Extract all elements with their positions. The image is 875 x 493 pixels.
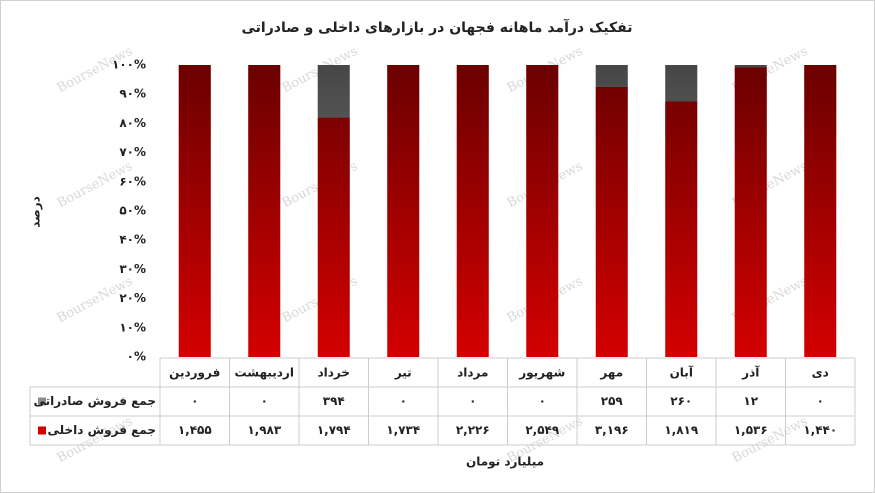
table-value: ۲,۵۴۹ — [525, 423, 560, 437]
bar-segment — [734, 65, 767, 68]
bar-segment — [387, 65, 420, 357]
y-tick-label: ۴۰% — [119, 233, 146, 247]
y-tick-label: ۵۰% — [119, 204, 146, 218]
x-tick-label: تیر — [394, 366, 412, 380]
table-value: ۱,۴۵۵ — [178, 423, 212, 437]
x-tick-label: مهر — [599, 366, 623, 380]
bar-segment — [248, 65, 281, 357]
table-value: ۰ — [400, 394, 407, 408]
x-tick-label: فروردین — [169, 366, 220, 381]
y-tick-label: ۳۰% — [119, 262, 146, 276]
table-value: ۱۲ — [743, 394, 758, 408]
table-value: ۱,۹۸۳ — [247, 423, 282, 437]
x-tick-label: مرداد — [457, 366, 488, 380]
bar-segment — [456, 65, 489, 357]
table-value: ۱,۴۴۰ — [803, 423, 837, 437]
table-value: ۲۵۹ — [601, 394, 624, 408]
x-tick-label: دی — [812, 366, 829, 380]
table-value: ۳۹۴ — [323, 394, 345, 408]
y-tick-label: ۸۰% — [119, 116, 146, 130]
bar-segment — [595, 65, 628, 87]
y-tick-label: ۱۰% — [119, 320, 146, 334]
bar-segment — [317, 65, 350, 118]
legend-label: جمع فروش داخلی — [47, 423, 156, 438]
x-tick-label: آبان — [670, 365, 694, 380]
table-value: ۱,۸۱۹ — [664, 423, 699, 437]
x-tick-label: شهریور — [518, 366, 565, 381]
y-tick-label: ۲۰% — [119, 291, 146, 305]
table-value: ۳,۱۹۶ — [595, 423, 629, 437]
y-tick-label: ۱۰۰% — [112, 58, 146, 72]
table-value: ۲,۲۲۶ — [456, 423, 490, 437]
table-value: ۲۶۰ — [670, 394, 692, 408]
bar-segment — [317, 117, 350, 357]
bar-segment — [178, 65, 211, 357]
x-tick-label: اردیبهشت — [235, 366, 294, 380]
bar-segment — [734, 67, 767, 358]
table-value: ۰ — [539, 394, 546, 408]
x-tick-label: خرداد — [317, 366, 350, 380]
bar-segment — [665, 101, 698, 358]
y-tick-label: ۶۰% — [119, 174, 146, 188]
table-value: ۱,۷۳۴ — [386, 423, 420, 437]
y-tick-label: ۰% — [127, 350, 146, 364]
table-value: ۰ — [817, 394, 824, 408]
x-tick-label: آذر — [741, 365, 760, 380]
table-value: ۱,۵۳۶ — [734, 423, 768, 437]
bar-segment — [665, 65, 698, 102]
y-axis-label: درصد — [29, 196, 43, 228]
legend-swatch — [38, 426, 46, 435]
y-tick-label: ۹۰% — [119, 87, 146, 101]
table-value: ۰ — [191, 394, 198, 408]
bar-segment — [526, 65, 559, 357]
bar-segment — [804, 65, 837, 357]
legend-swatch — [38, 397, 46, 406]
chart-title: تفکیک درآمد ماهانه فجهان در بازارهای داخ… — [241, 18, 632, 36]
x-axis-label: میلیارد تومان — [466, 455, 544, 470]
table-value: ۱,۷۹۴ — [317, 423, 351, 437]
legend-label: جمع فروش صادراتی — [33, 394, 156, 409]
table-value: ۰ — [469, 394, 476, 408]
y-tick-label: ۷۰% — [119, 145, 146, 159]
bar-segment — [595, 86, 628, 357]
table-value: ۰ — [261, 394, 268, 408]
